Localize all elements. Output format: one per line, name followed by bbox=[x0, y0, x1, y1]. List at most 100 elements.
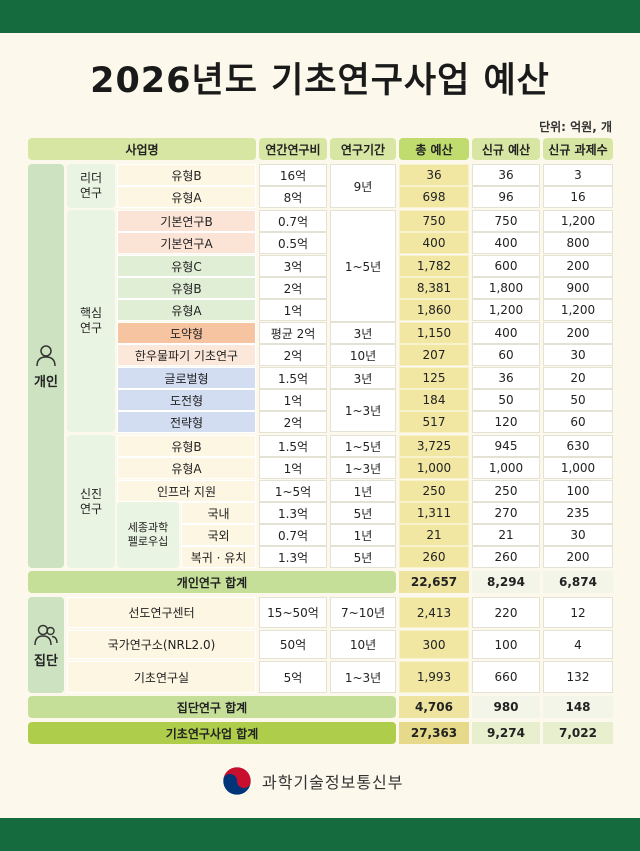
row-new-count: 100 bbox=[543, 480, 613, 502]
row-annual: 2억 bbox=[259, 344, 327, 366]
row-new-budget: 50 bbox=[472, 389, 540, 411]
row-new-count: 200 bbox=[543, 546, 613, 568]
group-total-new-budget: 980 bbox=[472, 696, 540, 718]
row-period: 5년 bbox=[330, 546, 396, 568]
group-row-new-count: 132 bbox=[543, 661, 613, 693]
header-name: 사업명 bbox=[28, 138, 256, 160]
page-title: 2026년도 기초연구사업 예산 bbox=[90, 61, 550, 101]
header-annual: 연간연구비 bbox=[259, 138, 327, 160]
row-total: 698 bbox=[399, 186, 469, 208]
row-new-count: 200 bbox=[543, 322, 613, 344]
unit-label: 단위: 억원, 개 bbox=[539, 120, 612, 134]
row-annual: 8억 bbox=[259, 186, 327, 208]
row-annual: 1~5억 bbox=[259, 480, 327, 502]
row-new-budget: 400 bbox=[472, 322, 540, 344]
row-total: 400 bbox=[399, 232, 469, 254]
row-annual: 1억 bbox=[259, 389, 327, 411]
row-annual: 1.3억 bbox=[259, 546, 327, 568]
group-row-new-count: 4 bbox=[543, 630, 613, 659]
ministry-logo: 과학기술정보통신부 bbox=[222, 766, 403, 796]
group-row-period: 7~10년 bbox=[330, 597, 396, 628]
group-row-name: 국가연구소(NRL2.0) bbox=[67, 630, 256, 659]
row-name: 인프라 지원 bbox=[117, 480, 256, 502]
row-new-count: 800 bbox=[543, 232, 613, 254]
header-new-count: 신규 과제수 bbox=[543, 138, 613, 160]
row-name: 글로벌형 bbox=[117, 367, 256, 389]
category-group-label: 집단 bbox=[34, 653, 58, 669]
row-total: 250 bbox=[399, 480, 469, 502]
row-new-budget: 1,200 bbox=[472, 299, 540, 321]
row-annual: 0.7억 bbox=[259, 210, 327, 232]
row-new-budget: 1,000 bbox=[472, 457, 540, 479]
row-total: 1,150 bbox=[399, 322, 469, 344]
group-row-total: 2,413 bbox=[399, 597, 469, 628]
period-leap: 3년 bbox=[330, 322, 396, 344]
row-name: 복귀 · 유치 bbox=[181, 546, 256, 568]
row-name: 유형B bbox=[117, 435, 256, 457]
row-new-budget: 120 bbox=[472, 411, 540, 433]
period-challenge: 1~3년 bbox=[330, 389, 396, 432]
group-total-label: 집단연구 합계 bbox=[28, 696, 396, 718]
row-total: 1,000 bbox=[399, 457, 469, 479]
group-row-annual: 5억 bbox=[259, 661, 327, 693]
row-total: 184 bbox=[399, 389, 469, 411]
group-row-total: 1,993 bbox=[399, 661, 469, 693]
row-annual: 16억 bbox=[259, 164, 327, 186]
row-total: 3,725 bbox=[399, 435, 469, 457]
row-annual: 평균 2억 bbox=[259, 322, 327, 344]
grand-total-new-budget: 9,274 bbox=[472, 722, 540, 744]
individual-total-budget: 22,657 bbox=[399, 571, 469, 593]
row-new-budget: 21 bbox=[472, 524, 540, 546]
row-name: 국외 bbox=[181, 524, 256, 546]
row-total: 1,860 bbox=[399, 299, 469, 321]
header-period: 연구기간 bbox=[330, 138, 396, 160]
subcategory-core: 핵심 연구 bbox=[67, 210, 115, 432]
row-new-budget: 96 bbox=[472, 186, 540, 208]
row-name: 기본연구A bbox=[117, 232, 256, 254]
row-annual: 0.5억 bbox=[259, 232, 327, 254]
subcategory-newcomer: 신진 연구 bbox=[67, 435, 115, 568]
subcategory-leader: 리더 연구 bbox=[67, 164, 115, 208]
row-new-budget: 60 bbox=[472, 344, 540, 366]
period-core-basic: 1~5년 bbox=[330, 210, 396, 322]
row-new-budget: 945 bbox=[472, 435, 540, 457]
group-row-new-budget: 220 bbox=[472, 597, 540, 628]
bottom-band bbox=[0, 818, 640, 851]
row-annual: 1억 bbox=[259, 299, 327, 321]
category-individual-label: 개인 bbox=[34, 374, 58, 390]
individual-total-new-budget: 8,294 bbox=[472, 571, 540, 593]
row-new-count: 200 bbox=[543, 255, 613, 277]
group-row-new-count: 12 bbox=[543, 597, 613, 628]
row-new-count: 60 bbox=[543, 411, 613, 433]
row-new-count: 20 bbox=[543, 367, 613, 389]
top-band bbox=[0, 0, 640, 33]
period-leader: 9년 bbox=[330, 164, 396, 208]
group-row-name: 기초연구실 bbox=[67, 661, 256, 693]
row-total: 36 bbox=[399, 164, 469, 186]
row-new-count: 1,200 bbox=[543, 299, 613, 321]
category-group: 집단 bbox=[28, 597, 64, 693]
row-new-count: 235 bbox=[543, 502, 613, 524]
group-row-annual: 15~50억 bbox=[259, 597, 327, 628]
row-name: 유형B bbox=[117, 277, 256, 299]
row-annual: 1억 bbox=[259, 457, 327, 479]
row-new-budget: 400 bbox=[472, 232, 540, 254]
row-new-budget: 600 bbox=[472, 255, 540, 277]
row-total: 1,311 bbox=[399, 502, 469, 524]
row-total: 750 bbox=[399, 210, 469, 232]
row-name: 유형A bbox=[117, 299, 256, 321]
row-new-count: 30 bbox=[543, 524, 613, 546]
row-total: 8,381 bbox=[399, 277, 469, 299]
group-total-new-count: 148 bbox=[543, 696, 613, 718]
group-row-new-budget: 100 bbox=[472, 630, 540, 659]
row-name: 유형A bbox=[117, 457, 256, 479]
grand-total-label: 기초연구사업 합계 bbox=[28, 722, 396, 744]
period-onewell: 10년 bbox=[330, 344, 396, 366]
row-total: 21 bbox=[399, 524, 469, 546]
row-name: 도전형 bbox=[117, 389, 256, 411]
row-total: 207 bbox=[399, 344, 469, 366]
row-annual: 1.3억 bbox=[259, 502, 327, 524]
row-period: 1년 bbox=[330, 480, 396, 502]
taegeuk-logo-icon bbox=[222, 766, 252, 796]
row-name: 유형A bbox=[117, 186, 256, 208]
